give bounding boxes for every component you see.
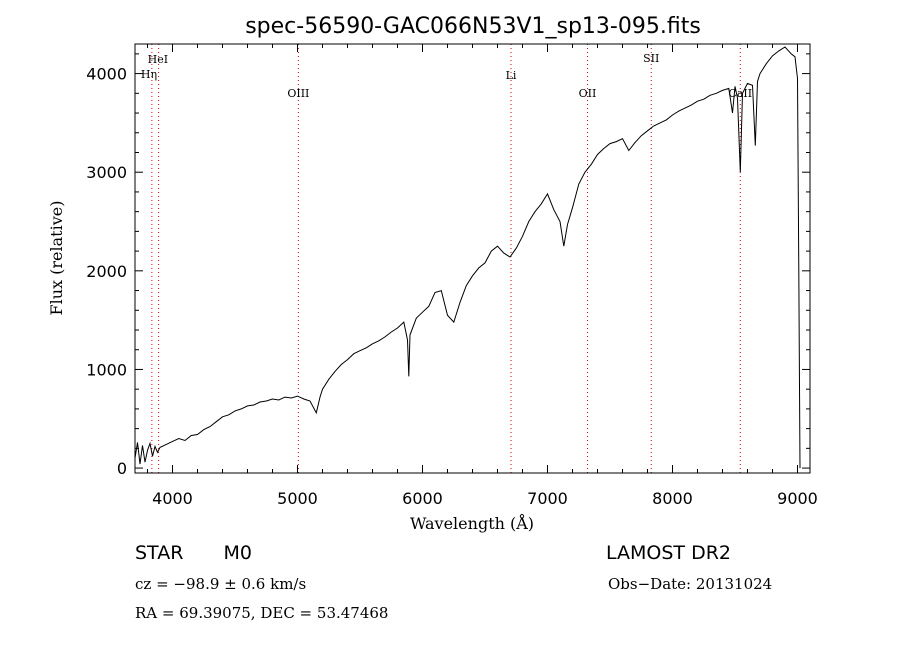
spectral-label-hη: Hη	[141, 68, 157, 81]
class-label: STAR	[135, 542, 184, 564]
spectral-label-sii: SII	[643, 52, 659, 65]
object-class: STAR M0	[135, 542, 252, 564]
obs-date-label: Obs−Date: 20131024	[608, 575, 773, 593]
x-tick-label: 6000	[402, 489, 443, 508]
x-tick-label: 4000	[152, 489, 193, 508]
spectral-line-labels: HeI Hη OIII Li OII SII CaII	[141, 52, 752, 100]
y-tick-label: 4000	[86, 65, 127, 84]
survey-label: LAMOST DR2	[606, 542, 731, 564]
y-tick-label: 0	[117, 459, 127, 478]
subclass-label: M0	[223, 542, 252, 564]
spectral-label-li: Li	[506, 69, 517, 82]
x-tick-label: 7000	[527, 489, 568, 508]
plot-area-frame	[134, 43, 811, 474]
redshift-label: cz = −98.9 ± 0.6 km/s	[135, 575, 307, 593]
coordinates-label: RA = 69.39075, DEC = 53.47468	[135, 604, 389, 622]
x-axis: 4000 5000 6000 7000 8000 9000	[147, 44, 818, 508]
spectral-label-hei: HeI	[148, 53, 168, 66]
spectral-line-markers	[151, 44, 741, 473]
x-tick-label: 8000	[652, 489, 693, 508]
y-tick-label: 3000	[86, 163, 127, 182]
y-tick-label: 2000	[86, 262, 127, 281]
x-tick-label: 5000	[277, 489, 318, 508]
spectral-label-oii: OII	[579, 87, 597, 100]
x-tick-label: 9000	[777, 489, 818, 508]
y-axis-label: Flux (relative)	[47, 201, 66, 316]
chart-title: spec-56590-GAC066N53V1_sp13-095.fits	[245, 14, 701, 39]
spectral-label-caii: CaII	[728, 87, 752, 100]
spectral-label-oiii: OIII	[287, 87, 309, 100]
spectrum-series-line	[134, 46, 801, 469]
y-axis: 0 1000 2000 3000 4000	[86, 53, 810, 478]
x-axis-label: Wavelength (Å)	[410, 513, 534, 533]
y-tick-label: 1000	[86, 360, 127, 379]
